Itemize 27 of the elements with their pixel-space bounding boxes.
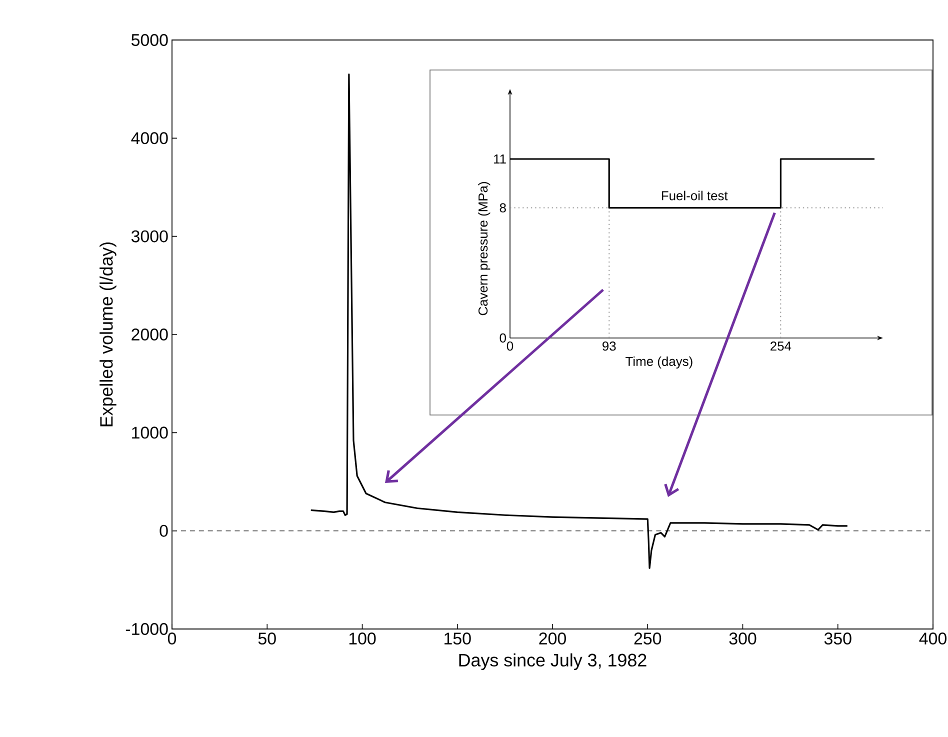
x-tick-label: 250 <box>634 632 662 645</box>
x-tick-label: 400 <box>919 632 946 645</box>
x-tick-label: 254 <box>770 342 792 351</box>
annotation: Fuel-oil test <box>662 190 728 200</box>
x-tick-label: 150 <box>444 632 471 645</box>
y-tick-label: 5000 <box>131 34 168 46</box>
y-tick-label: 3000 <box>131 230 168 242</box>
x-tick-label: 50 <box>258 632 276 645</box>
x-axis-title: Days since July 3, 1982 <box>459 653 646 670</box>
x-tick-label: 0 <box>168 632 176 645</box>
y-tick-label: 11 <box>494 154 506 164</box>
y-axis-title: Cavern pressure (MPa) <box>478 182 490 316</box>
y-tick-label: 4000 <box>131 132 168 144</box>
x-axis-title: Time (days) <box>626 356 692 369</box>
y-tick-label: 0 <box>500 333 506 343</box>
x-tick-label: 200 <box>539 632 566 645</box>
y-tick-label: 2000 <box>132 328 168 340</box>
x-tick-label: 300 <box>729 632 756 645</box>
y-tick-label: 8 <box>500 203 506 212</box>
y-tick-label: -1000 <box>126 623 168 635</box>
y-tick-label: 1000 <box>132 426 168 439</box>
x-tick-label: 100 <box>349 632 376 645</box>
y-axis-title: Expelled volume (l/day) <box>100 242 116 426</box>
x-tick-label: 350 <box>824 632 852 645</box>
x-tick-label: 93 <box>602 342 616 351</box>
x-tick-label: 0 <box>506 342 514 351</box>
y-tick-label: 0 <box>160 524 168 537</box>
